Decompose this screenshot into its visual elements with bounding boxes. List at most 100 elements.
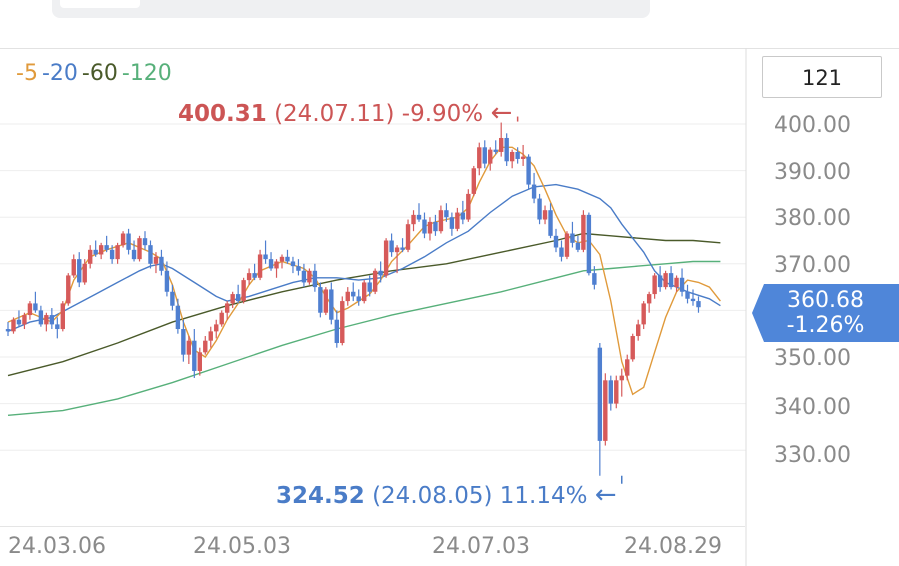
ma60-line xyxy=(7,232,721,377)
candle xyxy=(312,263,318,292)
candle xyxy=(411,210,416,232)
candle xyxy=(5,322,11,337)
candle-body xyxy=(137,238,142,260)
candle-body xyxy=(351,291,356,297)
candle xyxy=(696,296,701,313)
legend-ma20[interactable]: -20 xyxy=(41,61,78,86)
candle xyxy=(641,301,646,330)
candle xyxy=(153,252,159,274)
left-arrow-icon: ← xyxy=(490,98,513,128)
candle xyxy=(405,219,411,253)
selected-tab[interactable] xyxy=(60,0,140,8)
candle-body xyxy=(252,273,257,278)
candle xyxy=(625,354,630,381)
candle-body xyxy=(268,259,274,269)
candle xyxy=(663,270,668,290)
candle xyxy=(164,261,170,297)
current-change: -1.26% xyxy=(786,313,865,338)
candle xyxy=(394,245,400,274)
candle xyxy=(438,205,444,234)
candle xyxy=(263,240,268,264)
candle-body xyxy=(690,298,696,302)
candle xyxy=(71,254,76,278)
candle-body xyxy=(186,340,192,355)
candle xyxy=(372,268,378,295)
candle xyxy=(340,296,345,346)
high-annotation: 400.31 (24.07.11) -9.90% ← xyxy=(178,98,512,128)
candle-body xyxy=(625,359,630,376)
candle xyxy=(444,203,449,222)
candle xyxy=(148,240,153,269)
candle-body xyxy=(82,263,87,283)
candle-body xyxy=(340,301,345,344)
candle-body xyxy=(411,214,416,225)
period-input[interactable]: 121 xyxy=(762,56,882,98)
candle xyxy=(520,144,526,166)
candle-body xyxy=(696,301,701,308)
candle xyxy=(575,235,581,253)
candle-body xyxy=(641,303,646,325)
candle-body xyxy=(71,259,76,276)
candle xyxy=(416,203,422,222)
candle-body xyxy=(548,210,553,236)
candle-body xyxy=(98,245,104,255)
candle xyxy=(362,280,367,304)
candle xyxy=(597,343,603,476)
candle xyxy=(307,268,312,285)
candle xyxy=(181,319,186,362)
candle-body xyxy=(416,214,422,220)
low-pct: 11.14% xyxy=(499,483,588,509)
candle xyxy=(290,256,296,274)
candle-body xyxy=(367,282,372,292)
candle-body xyxy=(175,305,181,330)
x-axis-line xyxy=(0,526,745,527)
candle-body xyxy=(559,247,564,257)
candle xyxy=(246,268,252,285)
candle-body xyxy=(44,315,49,325)
candle xyxy=(219,310,224,327)
candle-body xyxy=(657,275,663,288)
candle xyxy=(225,301,230,320)
legend-ma5[interactable]: -5 xyxy=(16,61,38,86)
x-tick-label: 24.03.06 xyxy=(8,534,106,559)
candle xyxy=(553,228,559,253)
candle-body xyxy=(586,214,592,274)
current-price-tag: 360.68 -1.26% xyxy=(752,284,899,342)
candle xyxy=(296,259,301,276)
legend-ma120[interactable]: -120 xyxy=(121,61,172,86)
candle-body xyxy=(296,266,301,271)
x-tick-label: 24.08.29 xyxy=(624,534,722,559)
candle-body xyxy=(433,221,438,232)
candle xyxy=(279,254,285,269)
candle xyxy=(592,266,597,290)
x-tick-label: 24.07.03 xyxy=(432,534,530,559)
low-date: (24.08.05) xyxy=(372,483,493,509)
candle xyxy=(614,375,619,409)
candle xyxy=(82,259,87,285)
candle xyxy=(22,312,27,330)
candle xyxy=(636,319,641,341)
candle xyxy=(329,282,334,325)
candle-body xyxy=(192,340,197,371)
candle-body xyxy=(405,224,411,250)
legend-ma60[interactable]: -60 xyxy=(81,61,118,86)
candle xyxy=(570,221,575,248)
candle-body xyxy=(493,149,498,152)
candle xyxy=(646,291,652,313)
y-tick-label: 350.00 xyxy=(774,346,851,371)
high-value: 400.31 xyxy=(178,101,267,127)
candle xyxy=(564,231,570,260)
candle-body xyxy=(318,287,323,313)
candle-body xyxy=(329,289,334,320)
candle xyxy=(586,212,592,276)
candle xyxy=(142,231,148,250)
candle xyxy=(630,333,635,362)
candle xyxy=(477,142,482,176)
candle-body xyxy=(274,261,279,269)
candle-body xyxy=(148,245,153,264)
low-annotation: 324.52 (24.08.05) 11.14% ← xyxy=(276,480,617,510)
candle xyxy=(668,266,674,290)
candle-body xyxy=(614,380,619,404)
candle xyxy=(345,287,350,306)
